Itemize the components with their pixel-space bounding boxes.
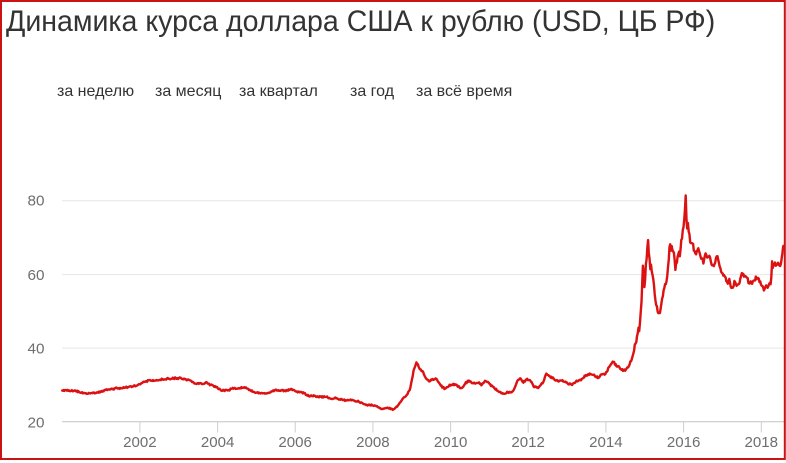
svg-text:2002: 2002: [123, 434, 157, 451]
svg-text:20: 20: [28, 415, 45, 432]
svg-text:2010: 2010: [434, 434, 468, 451]
svg-text:2006: 2006: [278, 434, 312, 451]
svg-text:2008: 2008: [356, 434, 390, 451]
svg-text:60: 60: [28, 267, 45, 284]
svg-text:80: 80: [28, 193, 45, 210]
svg-text:40: 40: [28, 341, 45, 358]
svg-text:2018: 2018: [745, 434, 779, 451]
svg-text:2014: 2014: [589, 434, 623, 451]
svg-text:2012: 2012: [511, 434, 545, 451]
svg-text:2016: 2016: [667, 434, 701, 451]
svg-text:2004: 2004: [201, 434, 235, 451]
